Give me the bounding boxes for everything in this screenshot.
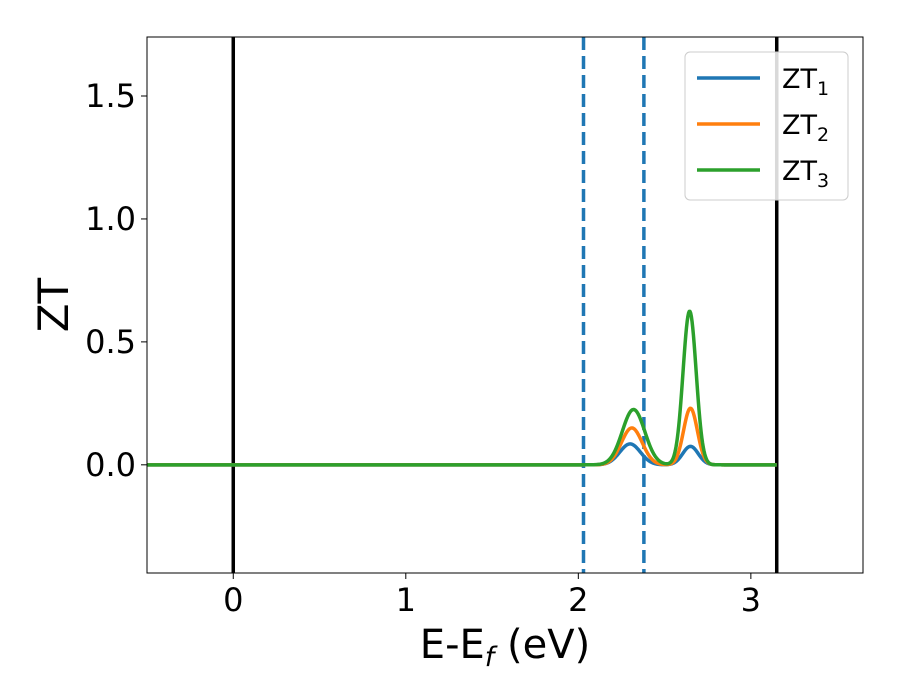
x-tick-label-1: 1 — [396, 581, 416, 619]
series-line-1 — [145, 442, 778, 467]
series-line-3 — [145, 309, 778, 467]
axis-ticks: 0 1 2 3 0.0 0.5 1.0 1.5 — [85, 77, 761, 619]
x-axis-label: E-Ef (eV) — [420, 622, 590, 673]
x-tick-label-2: 2 — [568, 581, 588, 619]
y-tick-label-3: 1.5 — [85, 77, 136, 115]
y-tick-label-0: 0.0 — [85, 446, 136, 484]
x-axis-label-main: E-E — [420, 622, 485, 668]
legend: ZT1 ZT2 ZT3 — [684, 51, 849, 201]
axes-frame — [146, 36, 864, 574]
legend-label-1: ZT1 — [782, 64, 829, 100]
x-axis-label-unit: (eV) — [494, 622, 590, 668]
x-tick-label-3: 3 — [741, 581, 761, 619]
x-tick-label-0: 0 — [223, 581, 243, 619]
legend-label-3: ZT3 — [782, 156, 829, 192]
legend-box — [684, 51, 849, 201]
y-tick-label-1: 0.5 — [85, 323, 136, 361]
y-tick-label-2: 1.0 — [85, 200, 136, 238]
y-axis-label: ZT — [29, 277, 78, 332]
legend-label-2: ZT2 — [782, 110, 829, 146]
